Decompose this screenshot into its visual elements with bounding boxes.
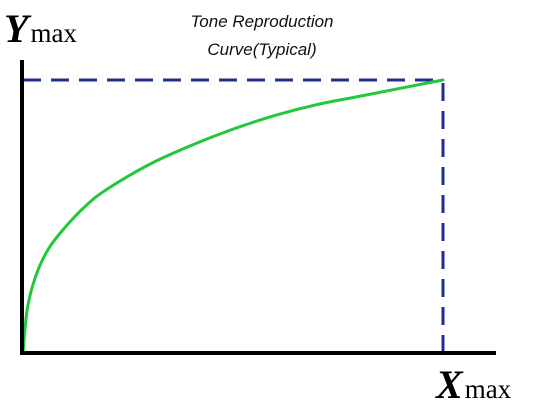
y-axis-variable: Y: [4, 6, 32, 51]
curve-layer: [21, 78, 445, 355]
reference-lines: [23, 78, 445, 353]
x-axis-label: Xmax: [434, 362, 512, 407]
chart-subtitle: Curve(Typical): [207, 40, 316, 59]
x-axis-variable: X: [434, 362, 464, 407]
y-axis-subscript: max: [30, 18, 77, 48]
x-axis-subscript: max: [465, 374, 512, 404]
tone-curve-line: [21, 78, 445, 355]
y-axis-label: Ymax: [4, 6, 77, 51]
chart-title: Tone Reproduction: [190, 12, 333, 31]
